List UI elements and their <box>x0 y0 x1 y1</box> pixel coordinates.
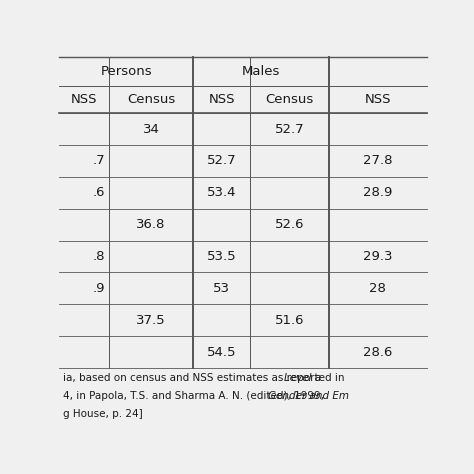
Text: Gender and Em: Gender and Em <box>268 391 349 401</box>
Text: 37.5: 37.5 <box>137 314 166 327</box>
Text: 4, in Papola, T.S. and Sharma A. N. (edited), 1999,: 4, in Papola, T.S. and Sharma A. N. (edi… <box>63 391 327 401</box>
Text: 28.6: 28.6 <box>363 346 392 358</box>
Text: 29.3: 29.3 <box>363 250 392 263</box>
Text: ia, based on census and NSS estimates as reported in: ia, based on census and NSS estimates as… <box>63 373 347 383</box>
Text: 52.7: 52.7 <box>207 155 237 167</box>
Text: NSS: NSS <box>365 93 391 106</box>
Text: 53.4: 53.4 <box>207 186 237 199</box>
Text: 34: 34 <box>143 123 160 136</box>
Text: 53: 53 <box>213 282 230 295</box>
Text: NSS: NSS <box>71 93 97 106</box>
Text: Census: Census <box>265 93 314 106</box>
Text: NSS: NSS <box>209 93 235 106</box>
Text: 52.7: 52.7 <box>275 123 305 136</box>
Text: 52.6: 52.6 <box>275 218 304 231</box>
Text: .8: .8 <box>93 250 105 263</box>
Text: 36.8: 36.8 <box>137 218 166 231</box>
Text: Persons: Persons <box>100 65 152 78</box>
Text: .7: .7 <box>92 155 105 167</box>
Text: .6: .6 <box>93 186 105 199</box>
Text: 28: 28 <box>370 282 386 295</box>
Text: Census: Census <box>127 93 175 106</box>
Text: 51.6: 51.6 <box>275 314 304 327</box>
Text: 53.5: 53.5 <box>207 250 237 263</box>
Text: 27.8: 27.8 <box>363 155 392 167</box>
Text: 28.9: 28.9 <box>363 186 392 199</box>
Text: Level a: Level a <box>283 373 321 383</box>
Text: .9: .9 <box>93 282 105 295</box>
Text: 54.5: 54.5 <box>207 346 237 358</box>
Text: g House, p. 24]: g House, p. 24] <box>63 409 143 419</box>
Text: Males: Males <box>242 65 281 78</box>
